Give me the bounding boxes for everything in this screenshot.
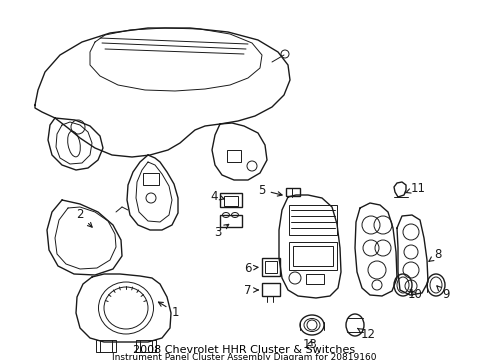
Text: 4: 4 [210,189,224,202]
Text: 3: 3 [214,224,228,238]
Text: 1: 1 [158,302,179,319]
Text: 8: 8 [428,248,441,261]
Text: 6: 6 [244,261,258,274]
Bar [285,188,299,196]
Bar [305,274,324,284]
Bar [220,215,242,227]
Text: 11: 11 [404,181,425,194]
Bar [226,150,241,162]
Text: 2008 Chevrolet HHR Cluster & Switches: 2008 Chevrolet HHR Cluster & Switches [133,345,355,355]
Bar [136,340,156,352]
Bar [262,258,280,276]
Bar [264,261,276,273]
Text: 5: 5 [258,184,282,197]
Bar [262,283,280,296]
Bar [288,205,336,235]
Text: 13: 13 [302,338,317,351]
Text: 2: 2 [76,208,92,227]
Text: 10: 10 [407,288,422,302]
Text: 12: 12 [357,328,375,342]
Bar [288,242,336,270]
Bar [96,340,116,352]
Bar [220,193,242,207]
Text: Instrument Panel Cluster Assembly Diagram for 20819160: Instrument Panel Cluster Assembly Diagra… [112,354,376,360]
Text: 9: 9 [436,286,449,302]
Bar [224,196,238,206]
Bar [292,246,332,266]
Text: 7: 7 [244,284,258,297]
Bar [142,173,159,185]
